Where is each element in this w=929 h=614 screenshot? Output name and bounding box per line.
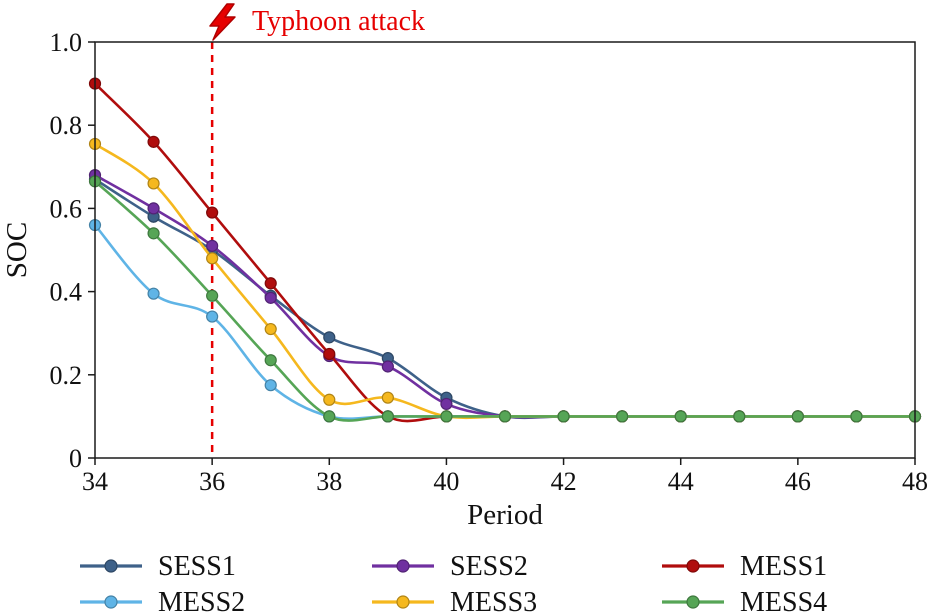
legend: SESS1 SESS2 MESS1 MESS2 MESS3 MESS4 — [80, 551, 827, 614]
legend-label-MESS3: MESS3 — [450, 587, 537, 614]
series-marker-MESS4 — [791, 410, 804, 423]
series-marker-MESS2 — [147, 287, 160, 300]
legend-item-SESS1: SESS1 — [80, 551, 236, 582]
series-marker-MESS3 — [264, 322, 277, 336]
y-tick-label: 0 — [69, 444, 82, 473]
series-marker-MESS4 — [674, 410, 687, 423]
legend-label-SESS2: SESS2 — [450, 551, 528, 582]
series-marker-SESS2 — [381, 360, 394, 373]
legend-item-MESS4: MESS4 — [662, 587, 827, 614]
legend-label-MESS1: MESS1 — [740, 551, 827, 582]
lightning-bolt-icon — [209, 3, 236, 41]
y-tick-label: 0.6 — [50, 194, 83, 223]
typhoon-annotation: Typhoon attack — [209, 3, 425, 41]
series-marker-SESS2 — [147, 202, 160, 215]
series-line-MESS4 — [93, 180, 917, 422]
series-marker-MESS4 — [147, 227, 160, 240]
legend-label-MESS4: MESS4 — [740, 587, 827, 614]
series-line-SESS1 — [93, 177, 917, 420]
series-marker-MESS2 — [206, 310, 219, 323]
series-marker-MESS4 — [498, 410, 512, 423]
series-marker-SESS1 — [323, 331, 336, 344]
series-marker-MESS1 — [206, 206, 219, 219]
series-group — [88, 77, 922, 423]
series-marker-MESS1 — [147, 135, 160, 148]
series-marker-SESS2 — [264, 291, 277, 304]
legend-label-SESS1: SESS1 — [158, 551, 236, 582]
x-tick-label: 38 — [316, 467, 342, 496]
annotation-label: Typhoon attack — [252, 6, 425, 37]
legend-marker-SESS1 — [104, 559, 118, 573]
legend-item-MESS2: MESS2 — [80, 587, 245, 614]
legend-marker-MESS3 — [396, 595, 410, 609]
x-tick-label: 44 — [668, 467, 694, 496]
legend-label-MESS2: MESS2 — [158, 587, 245, 614]
x-tick-label: 48 — [902, 467, 928, 496]
x-tick-label: 42 — [551, 467, 577, 496]
plot-border — [94, 41, 916, 459]
y-tick-label: 0.4 — [50, 278, 83, 307]
x-tick-label: 46 — [785, 467, 811, 496]
legend-marker-MESS4 — [686, 595, 700, 609]
y-axis-title: SOC — [1, 222, 33, 278]
legend-marker-SESS2 — [396, 559, 410, 573]
series-marker-MESS4 — [323, 410, 336, 423]
series-marker-MESS2 — [264, 379, 277, 392]
series-marker-MESS3 — [206, 252, 219, 265]
series-marker-MESS3 — [323, 393, 336, 406]
series-marker-MESS3 — [381, 391, 394, 404]
y-tick-label: 0.2 — [50, 361, 83, 390]
legend-item-MESS3: MESS3 — [372, 587, 537, 614]
legend-marker-MESS2 — [104, 595, 118, 609]
legend-item-SESS2: SESS2 — [372, 551, 528, 582]
y-tick-label: 1.0 — [50, 28, 83, 57]
axes-group: 34 36 38 40 42 44 46 48 0 0.2 0.4 0.6 0.8 1.0 — [50, 28, 929, 496]
x-tick-label: 36 — [199, 467, 225, 496]
series-line-MESS1 — [93, 82, 917, 423]
series-marker-MESS1 — [323, 347, 336, 361]
x-tick-label: 40 — [433, 467, 459, 496]
y-tick-label: 0.8 — [50, 111, 83, 140]
series-marker-MESS4 — [381, 410, 394, 423]
series-marker-MESS4 — [264, 354, 277, 367]
series-marker-MESS4 — [206, 289, 219, 302]
series-line-MESS3 — [93, 142, 917, 420]
series-marker-SESS2 — [440, 397, 453, 411]
x-axis-title: Period — [467, 499, 543, 531]
series-marker-SESS2 — [206, 239, 219, 252]
series-marker-MESS4 — [440, 410, 453, 423]
series-marker-MESS1 — [264, 277, 277, 290]
series-marker-MESS4 — [850, 410, 863, 423]
x-tick-label: 34 — [82, 467, 108, 496]
series-marker-MESS3 — [147, 177, 160, 190]
series-marker-MESS4 — [733, 410, 746, 423]
legend-marker-MESS1 — [686, 559, 700, 573]
series-marker-MESS4 — [557, 410, 570, 423]
series-marker-MESS4 — [616, 410, 629, 423]
legend-item-MESS1: MESS1 — [662, 551, 827, 582]
